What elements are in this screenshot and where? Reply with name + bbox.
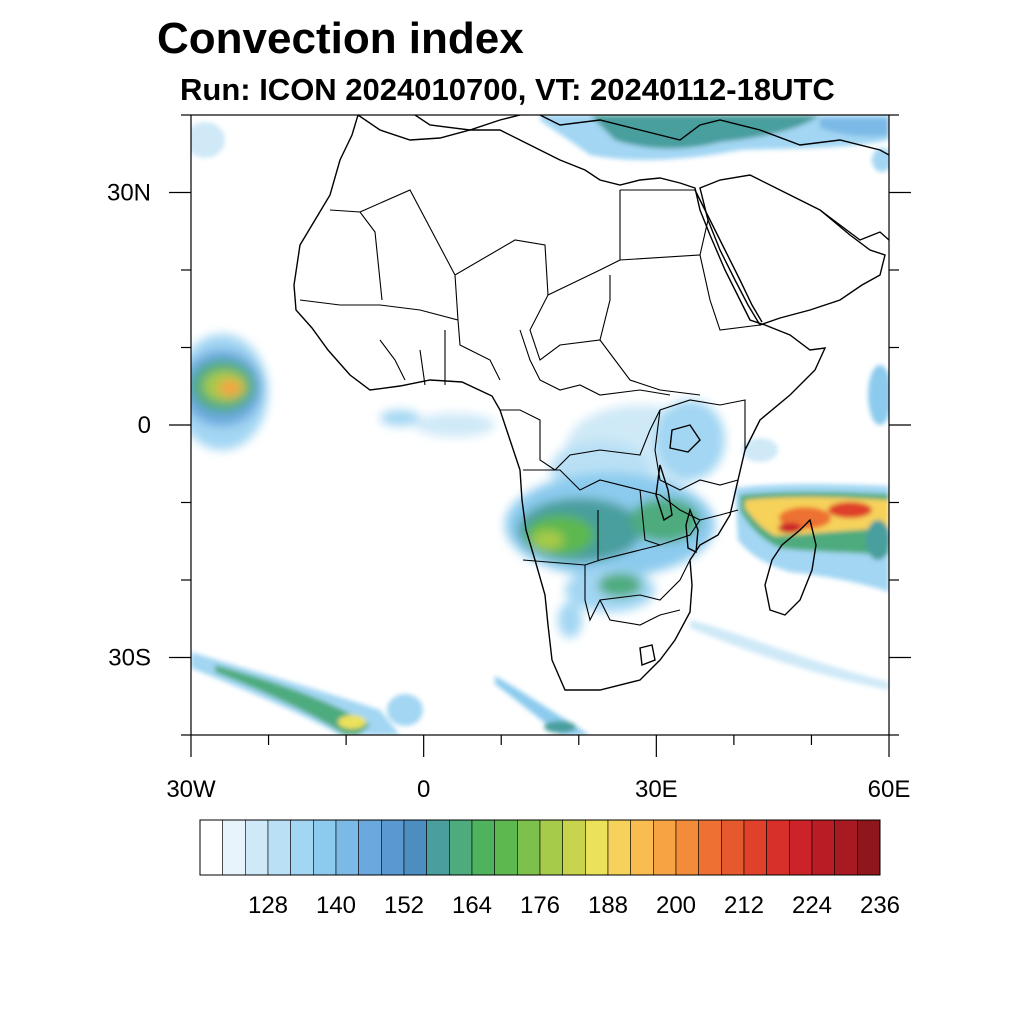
colorbar-swatch	[449, 820, 472, 875]
map-figure: 30W 0 30E 60E 30N 0 30S 128 140 152 164 176 188 200 2…	[0, 0, 1024, 1024]
colorbar-swatch	[631, 820, 654, 875]
y-tick-label: 30N	[107, 180, 151, 207]
colorbar-swatch	[767, 820, 790, 875]
colorbar-tick-label: 176	[520, 892, 560, 919]
colorbar-swatch	[812, 820, 835, 875]
colorbar-swatch	[744, 820, 767, 875]
colorbar-swatch	[721, 820, 744, 875]
y-tick-label: 30S	[108, 645, 151, 672]
colorbar-tick-label: 224	[792, 892, 832, 919]
colorbar-swatch	[563, 820, 586, 875]
colorbar-swatch	[540, 820, 563, 875]
colorbar-swatch	[517, 820, 540, 875]
colorbar-swatch	[200, 820, 223, 875]
colorbar: 128 140 152 164 176 188 200 212 224 236	[200, 820, 900, 919]
colorbar-tick-label: 128	[248, 892, 288, 919]
colorbar-swatch	[585, 820, 608, 875]
colorbar-swatch	[336, 820, 359, 875]
colorbar-swatch	[381, 820, 404, 875]
y-tick-label: 0	[138, 412, 151, 439]
colorbar-swatch	[608, 820, 631, 875]
x-tick-label: 60E	[868, 776, 911, 803]
x-tick-label: 30E	[635, 776, 678, 803]
colorbar-tick-label: 212	[724, 892, 764, 919]
colorbar-tick-label: 140	[316, 892, 356, 919]
colorbar-swatch	[223, 820, 246, 875]
colorbar-swatch	[857, 820, 880, 875]
colorbar-swatch	[291, 820, 314, 875]
colorbar-swatch	[835, 820, 858, 875]
colorbar-tick-label: 188	[588, 892, 628, 919]
colorbar-swatch	[676, 820, 699, 875]
colorbar-tick-label: 164	[452, 892, 492, 919]
colorbar-tick-label: 236	[860, 892, 900, 919]
colorbar-swatch	[495, 820, 518, 875]
colorbar-swatch	[404, 820, 427, 875]
field-atlantic-cell	[176, 334, 268, 450]
colorbar-swatch	[472, 820, 495, 875]
colorbar-swatch	[359, 820, 382, 875]
colorbar-tick-label: 200	[656, 892, 696, 919]
x-tick-label: 30W	[166, 776, 216, 803]
colorbar-swatch	[653, 820, 676, 875]
colorbar-swatch	[427, 820, 450, 875]
colorbar-swatch	[313, 820, 336, 875]
colorbar-swatch	[699, 820, 722, 875]
x-tick-label: 0	[417, 776, 430, 803]
colorbar-swatch	[245, 820, 268, 875]
colorbar-swatch	[268, 820, 291, 875]
colorbar-tick-label: 152	[384, 892, 424, 919]
colorbar-swatch	[789, 820, 812, 875]
